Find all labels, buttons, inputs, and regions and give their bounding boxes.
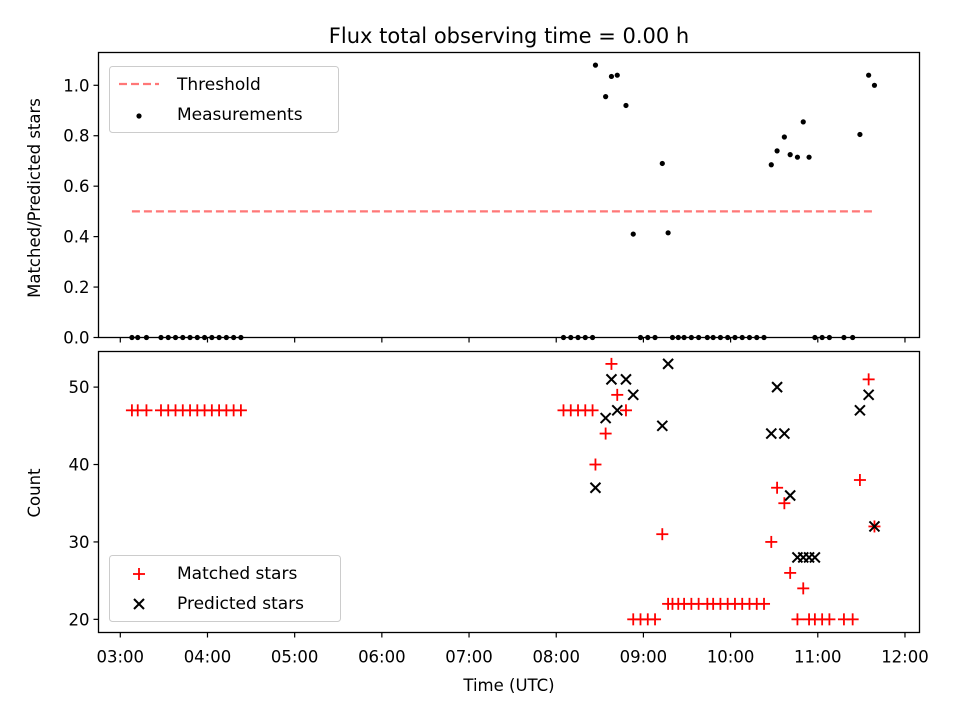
top-y-tick-label: 0.4 bbox=[63, 228, 89, 247]
x-tick-label: 09:00 bbox=[620, 648, 668, 667]
x-tick-label: 10:00 bbox=[707, 648, 755, 667]
threshold-legend-label: Threshold bbox=[176, 75, 261, 95]
matched-star-point bbox=[599, 427, 612, 440]
predicted-star-point bbox=[589, 482, 602, 494]
measurement-point bbox=[630, 231, 636, 237]
measurement-point bbox=[592, 62, 599, 68]
matched-star-point bbox=[791, 613, 804, 626]
bottom-y-tick-label: 20 bbox=[69, 610, 90, 629]
predicted-star-point bbox=[620, 373, 632, 386]
matched-star-point bbox=[589, 458, 602, 471]
predicted-star-point bbox=[611, 404, 623, 417]
measurement-point bbox=[608, 73, 615, 80]
matched-star-point bbox=[234, 404, 247, 417]
matched-star-point bbox=[605, 357, 618, 370]
matched-star-point bbox=[586, 404, 599, 417]
measurement-point bbox=[794, 154, 801, 160]
chart-title: Flux total observing time = 0.00 h bbox=[329, 24, 689, 48]
predicted-star-point bbox=[662, 358, 674, 370]
x-tick-label: 06:00 bbox=[358, 648, 406, 667]
matched-star-point bbox=[784, 566, 797, 579]
predicted-star-point bbox=[627, 389, 639, 401]
top-y-tick-label: 0.0 bbox=[63, 329, 89, 348]
bottom-y-tick-label: 40 bbox=[69, 456, 90, 475]
bottom-axes-frame bbox=[97, 350, 921, 634]
bottom-y-tick-label: 50 bbox=[69, 378, 90, 397]
measurement-point bbox=[871, 82, 878, 88]
predicted-star-point bbox=[809, 551, 821, 564]
y-axis-label-top: Matched/Predicted stars bbox=[25, 98, 44, 298]
matched-star-point bbox=[656, 528, 669, 541]
measurement-point bbox=[768, 162, 774, 168]
matched-star-point bbox=[771, 481, 784, 494]
matched-star-point bbox=[778, 497, 791, 510]
matched-legend-label: Matched stars bbox=[177, 564, 297, 584]
predicted-star-point bbox=[765, 427, 777, 440]
bottom-y-tick-label: 30 bbox=[69, 533, 90, 552]
measurement-point bbox=[806, 154, 812, 160]
measurement-point bbox=[787, 152, 793, 158]
measurement-point bbox=[665, 230, 671, 236]
bottom-legend-box bbox=[109, 555, 341, 622]
measurements-legend-label: Measurements bbox=[177, 105, 303, 125]
predicted-star-point bbox=[862, 389, 875, 401]
measurement-point bbox=[774, 148, 780, 154]
measurement-point bbox=[614, 72, 620, 78]
bottom-legend: Matched stars Predicted stars bbox=[109, 555, 341, 622]
predicted-star-point bbox=[868, 520, 881, 533]
matched-legend-marker bbox=[133, 568, 145, 580]
matched-star-point bbox=[611, 388, 624, 401]
measurement-point bbox=[603, 94, 609, 100]
top-y-tick-label: 0.6 bbox=[63, 177, 89, 196]
matched-star-point bbox=[758, 597, 771, 610]
matched-star-point bbox=[765, 535, 778, 548]
measurements-legend-marker bbox=[136, 113, 142, 119]
x-tick-label: 08:00 bbox=[532, 648, 580, 667]
predicted-star-point bbox=[605, 373, 618, 386]
predicted-legend-label: Predicted stars bbox=[177, 594, 304, 614]
matched-star-point bbox=[619, 404, 632, 417]
measurement-point bbox=[623, 102, 629, 109]
top-axes-frame bbox=[97, 51, 921, 339]
predicted-legend-marker bbox=[133, 598, 145, 610]
x-tick-label: 11:00 bbox=[794, 648, 842, 667]
matched-star-point bbox=[846, 613, 859, 626]
predicted-star-point bbox=[784, 489, 796, 502]
x-tick-label: 03:00 bbox=[97, 648, 145, 667]
matched-star-point bbox=[649, 613, 662, 626]
measurement-point bbox=[857, 131, 863, 138]
top-legend: Threshold Measurements bbox=[109, 66, 339, 133]
top-y-tick-label: 0.8 bbox=[63, 127, 89, 146]
predicted-star-point bbox=[656, 420, 669, 432]
y-axis-label-bottom: Count bbox=[25, 468, 44, 518]
measurement-point bbox=[866, 72, 872, 78]
matched-star-point bbox=[853, 474, 866, 487]
bottom-plot-area: 20 30 40 50 03:00 04:00 05:00 06:00 07:00 08:00 09… bbox=[69, 357, 929, 667]
x-tick-label: 04:00 bbox=[184, 648, 232, 667]
x-tick-label: 12:00 bbox=[881, 648, 929, 667]
predicted-star-point bbox=[778, 427, 791, 440]
matched-star-point bbox=[862, 373, 875, 386]
x-tick-label: 05:00 bbox=[271, 648, 319, 667]
matched-star-point bbox=[823, 613, 836, 626]
top-y-tick-label: 1.0 bbox=[63, 76, 89, 95]
predicted-star-point bbox=[599, 412, 612, 424]
x-axis-label: Time (UTC) bbox=[462, 676, 554, 695]
top-y-tick-label: 0.2 bbox=[63, 278, 89, 297]
measurement-point bbox=[800, 119, 806, 125]
matched-star-point bbox=[797, 582, 810, 595]
top-legend-box bbox=[109, 66, 339, 133]
matched-star-point bbox=[140, 404, 153, 417]
predicted-star-point bbox=[854, 404, 866, 417]
x-tick-label: 07:00 bbox=[445, 648, 493, 667]
measurement-point bbox=[659, 160, 665, 167]
measurement-point bbox=[781, 134, 787, 140]
top-plot-area: 0.0 0.2 0.4 0.6 0.8 1.0 bbox=[63, 62, 906, 348]
predicted-star-point bbox=[771, 381, 783, 393]
